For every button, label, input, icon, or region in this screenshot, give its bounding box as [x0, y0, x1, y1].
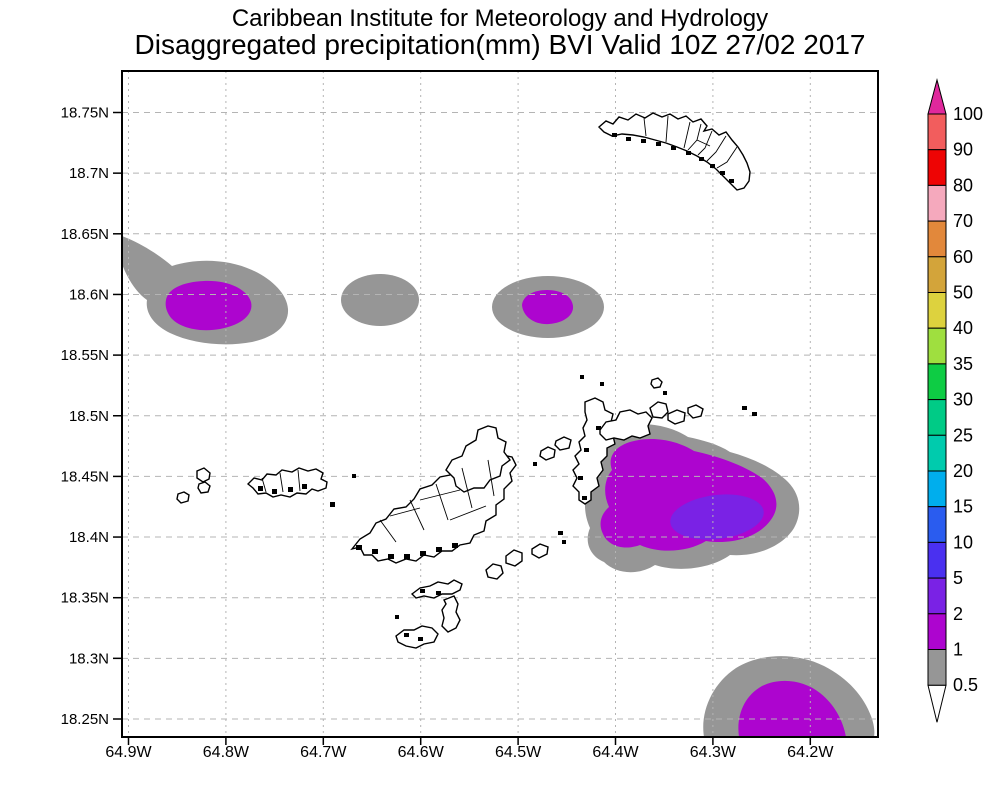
island-west: [246, 467, 328, 498]
colorbar-cell: [927, 613, 947, 650]
precip-blob-north5W-purple: [522, 290, 574, 325]
colorbar-cell: [927, 113, 947, 151]
colorbar-cell: [927, 649, 947, 686]
colorbar-label: 40: [953, 318, 973, 338]
lon-tick-label: 64.4W: [592, 744, 639, 761]
island-anegada: [597, 112, 751, 191]
colorbar-label: 25: [953, 425, 973, 445]
colorbar-cell: [927, 184, 947, 222]
lon-tick-label: 64.3W: [690, 744, 737, 761]
lat-tick-label: 18.75N: [61, 105, 109, 122]
island-central-complex: [350, 425, 517, 564]
colorbar-label: 10: [953, 532, 973, 552]
colorbar-cell: [927, 256, 947, 293]
precip-shading-layer: [122, 236, 875, 737]
lon-tick-label: 64.2W: [787, 744, 834, 761]
colorbar-label: 20: [953, 461, 973, 481]
colorbar-over-arrow: [927, 78, 947, 115]
lat-tick-label: 18.25N: [61, 711, 109, 728]
colorbar-label: 90: [953, 140, 973, 160]
colorbar-cell: [927, 149, 947, 186]
lon-tick-label: 64.7W: [300, 744, 347, 761]
island-chain-northeast: [539, 375, 757, 505]
colorbar-label: 15: [953, 497, 973, 517]
page-title-institute: Caribbean Institute for Meteorology and …: [231, 5, 769, 32]
precip-blob-west-purple: [165, 280, 252, 331]
precip-blob-northcentral-gray: [341, 274, 419, 326]
colorbar-cell: [927, 292, 947, 329]
islands-layer: [176, 112, 757, 649]
colorbar-label: 100: [953, 104, 983, 124]
precip-blob-southeast-purple: [738, 680, 846, 737]
colorbar-label: 2: [953, 604, 963, 624]
map-frame: [121, 70, 879, 738]
lat-tick-label: 18.3N: [69, 650, 109, 667]
lat-tick-label: 18.45N: [61, 468, 109, 485]
colorbar-label: 5: [953, 568, 963, 588]
colorbar-cell: [927, 399, 947, 436]
island-group-west-cays: [176, 467, 211, 504]
colorbar-cell: [927, 506, 947, 543]
colorbar-label: 1: [953, 640, 963, 660]
colorbar-label: 0.5: [953, 675, 978, 695]
colorbar-cell: [927, 577, 947, 615]
colorbar-label: 50: [953, 283, 973, 303]
lon-tick-label: 64.8W: [203, 744, 250, 761]
colorbar-label: 35: [953, 354, 973, 374]
lat-tick-label: 18.5N: [69, 408, 109, 425]
lat-tick-label: 18.7N: [69, 165, 109, 182]
lon-tick-label: 64.6W: [398, 744, 445, 761]
axes-layer: 64.9W 64.8W 64.7W 64.6W 64.5W 64.4W 64.3W 64.2W…: [61, 105, 835, 762]
lat-tick-label: 18.35N: [61, 590, 109, 607]
lon-tick-label: 64.5W: [495, 744, 542, 761]
page-title-product: Disaggregated precipitation(mm) BVI Vali…: [134, 29, 866, 60]
colorbar-cell: [927, 434, 947, 472]
colorbar-under-arrow: [927, 684, 947, 723]
colorbar-cell: [927, 470, 947, 508]
lon-tick-label: 64.9W: [105, 744, 152, 761]
lat-tick-label: 18.4N: [69, 529, 109, 546]
colorbar-cell: [927, 220, 947, 258]
grid-lines: [122, 71, 878, 737]
colorbar-label: 70: [953, 211, 973, 231]
lat-tick-label: 18.6N: [69, 286, 109, 303]
colorbar-cell: [927, 541, 947, 579]
colorbar-label: 30: [953, 390, 973, 410]
colorbar-cell: [927, 327, 947, 365]
island-group-south: [330, 462, 566, 649]
colorbar-label: 80: [953, 175, 973, 195]
colorbar-label: 60: [953, 247, 973, 267]
colorbar-cell: [927, 363, 947, 401]
lat-tick-label: 18.55N: [61, 347, 109, 364]
lat-tick-label: 18.65N: [61, 226, 109, 243]
precip-blob-east-violet-core: [670, 494, 764, 540]
